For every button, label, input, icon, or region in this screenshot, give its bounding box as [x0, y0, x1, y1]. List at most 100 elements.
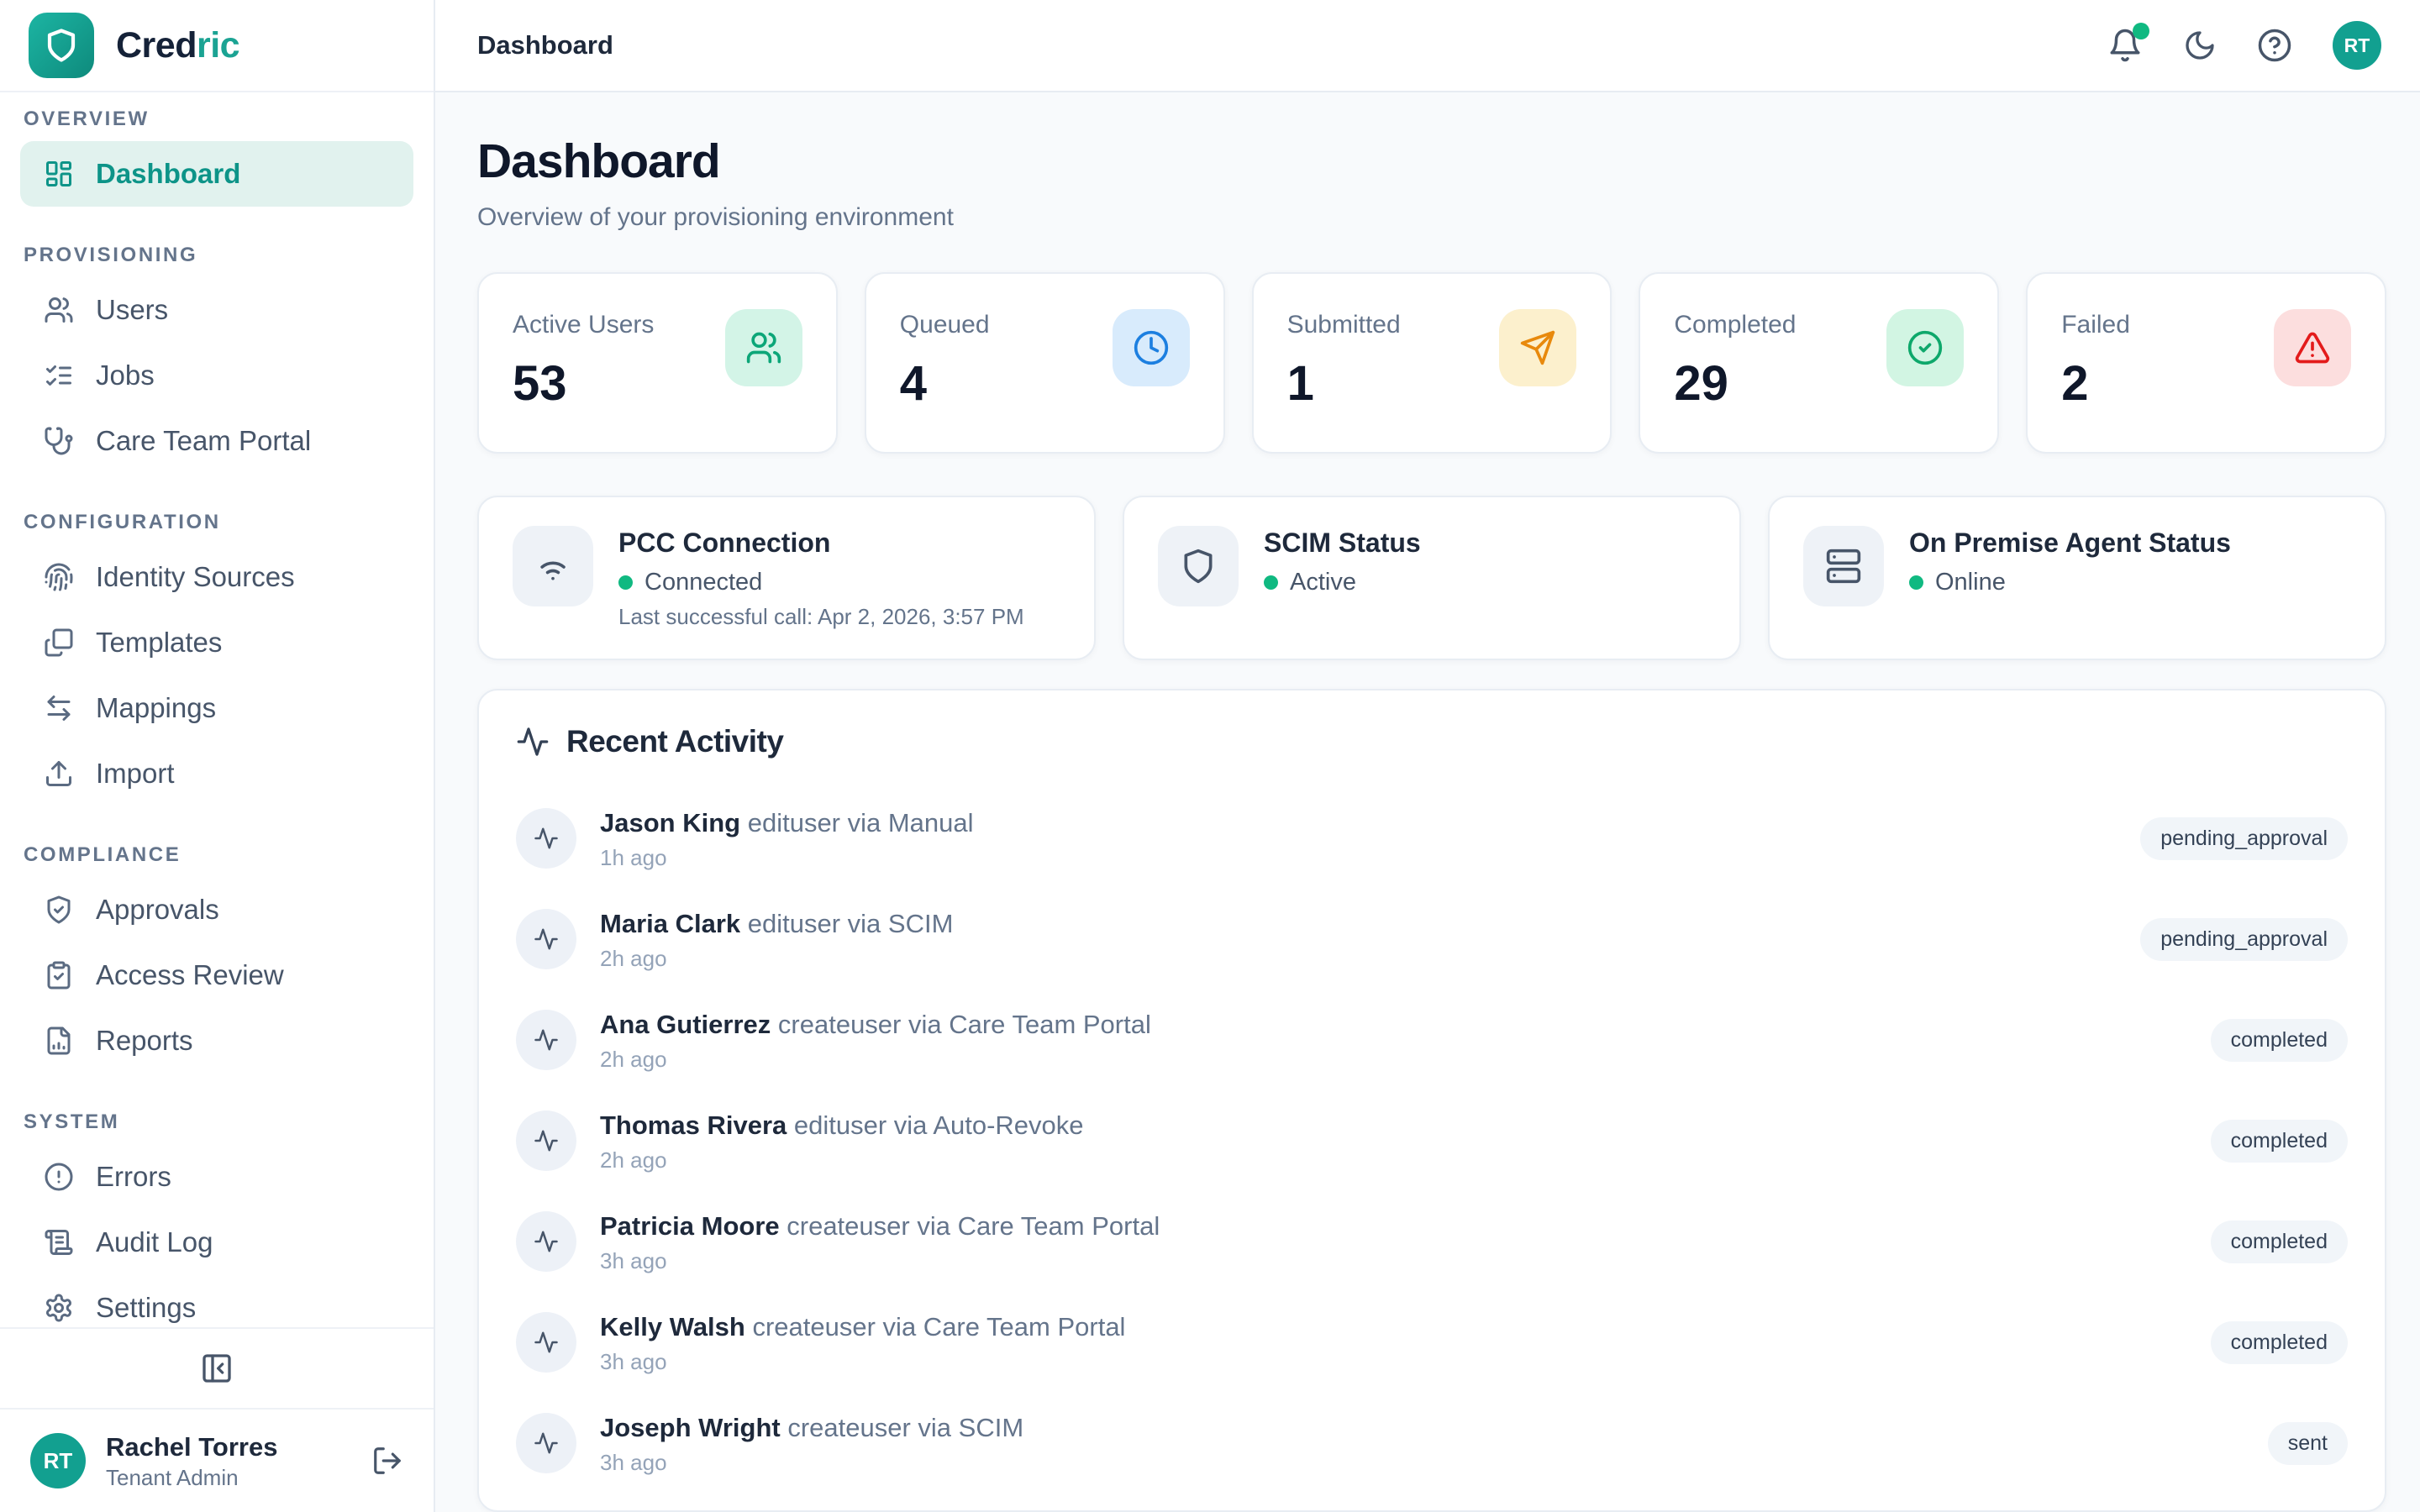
wifi-icon: [513, 526, 593, 606]
activity-icon: [516, 725, 550, 759]
fingerprint-icon: [44, 562, 74, 592]
status-line: Active: [1264, 568, 1421, 596]
sidebar-item-label: Jobs: [96, 360, 155, 391]
file-chart-icon: [44, 1026, 74, 1056]
settings-gear-icon: [44, 1293, 74, 1323]
activity-row: Thomas Rivera edituser via Auto-Revoke 2…: [516, 1090, 2348, 1191]
recent-activity-card: Recent Activity Jason King edituser via …: [477, 689, 2386, 1512]
brand: Credric: [0, 0, 434, 92]
list-checks-icon: [44, 360, 74, 391]
stat-value: 4: [899, 356, 928, 411]
status-row: PCC Connection Connected Last successful…: [477, 496, 2386, 660]
activity-text: Ana Gutierrez createuser via Care Team P…: [600, 1008, 1151, 1072]
activity-summary: Joseph Wright createuser via SCIM: [600, 1411, 1023, 1445]
activity-list: Jason King edituser via Manual 1h ago pe…: [516, 788, 2348, 1494]
layout-dashboard-icon: [44, 159, 74, 189]
sidebar-item-label: Audit Log: [96, 1226, 213, 1257]
status-badge: completed: [2210, 1119, 2348, 1163]
section-label: Provisioning: [24, 244, 198, 266]
status-text: Connected: [644, 569, 763, 596]
status-badge: completed: [2210, 1018, 2348, 1062]
sidebar-item-reports[interactable]: Reports: [20, 1008, 413, 1074]
scroll-text-icon: [44, 1227, 74, 1257]
stat-value: 53: [513, 356, 567, 411]
clock-icon: [1112, 309, 1190, 386]
activity-time: 3h ago: [600, 1248, 667, 1273]
activity-time: 2h ago: [600, 1047, 667, 1072]
stat-label: Queued: [899, 311, 990, 339]
sidebar-item-jobs[interactable]: Jobs: [20, 343, 413, 408]
sidebar-item-templates[interactable]: Templates: [20, 610, 413, 675]
recent-activity-title: Recent Activity: [566, 724, 784, 759]
users-icon: [44, 295, 74, 325]
sidebar-item-audit-log[interactable]: Audit Log: [20, 1210, 413, 1275]
panel-left-close-icon: [200, 1352, 234, 1385]
status-card-pcc-connection: PCC Connection Connected Last successful…: [477, 496, 1096, 660]
stat-text: Queued 4: [900, 309, 990, 417]
status-card-on-premise-agent: On Premise Agent Status Online: [1768, 496, 2386, 660]
status-dot-green: [1909, 575, 1923, 590]
status-card-body: SCIM Status Active: [1264, 526, 1421, 596]
clipboard-check-icon: [44, 960, 74, 990]
dark-mode-toggle[interactable]: [2183, 29, 2217, 62]
sidebar-item-label: Reports: [96, 1025, 193, 1056]
status-badge: completed: [2210, 1320, 2348, 1364]
sidebar-item-care-team-portal[interactable]: Care Team Portal: [20, 408, 413, 474]
activity-pulse-icon: [516, 1413, 576, 1473]
stat-value: 2: [2061, 356, 2089, 411]
activity-summary: Patricia Moore createuser via Care Team …: [600, 1210, 1160, 1243]
moon-icon: [2183, 29, 2217, 62]
status-detail: Last successful call: Apr 2, 2026, 3:57 …: [618, 604, 1024, 629]
user-info: Rachel Torres Tenant Admin: [106, 1431, 277, 1491]
sidebar-item-settings[interactable]: Settings: [20, 1275, 413, 1327]
check-circle-icon: [1886, 309, 1965, 386]
brand-logo: [29, 13, 94, 78]
send-icon: [1499, 309, 1577, 386]
status-badge: sent: [2267, 1421, 2348, 1465]
sidebar-item-import[interactable]: Import: [20, 741, 413, 806]
section-label: Overview: [24, 108, 150, 130]
logout-button[interactable]: [371, 1445, 403, 1477]
user-role: Tenant Admin: [106, 1465, 239, 1490]
shield-check-icon: [44, 895, 74, 925]
activity-action: createuser via SCIM: [787, 1413, 1024, 1442]
activity-user: Maria Clark: [600, 909, 741, 938]
activity-user: Thomas Rivera: [600, 1110, 787, 1140]
stat-label: Submitted: [1286, 311, 1401, 339]
notifications-button[interactable]: [2107, 23, 2149, 63]
sidebar-item-users[interactable]: Users: [20, 277, 413, 343]
activity-text: Kelly Walsh createuser via Care Team Por…: [600, 1310, 1125, 1374]
status-badge: pending_approval: [2140, 816, 2348, 860]
stethoscope-icon: [44, 426, 74, 456]
activity-summary: Maria Clark edituser via SCIM: [600, 907, 953, 941]
log-out-icon: [371, 1445, 403, 1477]
status-dot-green: [618, 575, 633, 590]
sidebar-item-mappings[interactable]: Mappings: [20, 675, 413, 741]
activity-pulse-icon: [516, 909, 576, 969]
stat-value: 1: [1286, 356, 1314, 411]
sidebar-item-dashboard[interactable]: Dashboard: [20, 141, 413, 207]
user-name: Rachel Torres: [106, 1432, 278, 1462]
sidebar-item-label: Templates: [96, 627, 223, 658]
help-button[interactable]: [2257, 28, 2292, 63]
sidebar-item-approvals[interactable]: Approvals: [20, 877, 413, 942]
status-badge: pending_approval: [2140, 917, 2348, 961]
avatar[interactable]: RT: [2333, 21, 2381, 70]
sidebar-collapse-row: [0, 1327, 434, 1408]
server-icon: [1803, 526, 1884, 606]
status-title: On Premise Agent Status: [1909, 528, 2231, 558]
arrow-left-right-icon: [44, 693, 74, 723]
sidebar-item-label: Care Team Portal: [96, 425, 312, 456]
activity-summary: Kelly Walsh createuser via Care Team Por…: [600, 1310, 1125, 1344]
page-title: Dashboard: [477, 134, 721, 188]
sidebar-item-access-review[interactable]: Access Review: [20, 942, 413, 1008]
activity-summary: Jason King edituser via Manual: [600, 806, 974, 840]
topbar: Dashboard RT: [435, 0, 2420, 92]
collapse-sidebar-button[interactable]: [190, 1341, 244, 1395]
activity-text: Joseph Wright createuser via SCIM 3h ago: [600, 1411, 1023, 1475]
activity-action: edituser via Auto-Revoke: [793, 1110, 1084, 1140]
sidebar-item-errors[interactable]: Errors: [20, 1144, 413, 1210]
alert-circle-icon: [44, 1162, 74, 1192]
sidebar-item-identity-sources[interactable]: Identity Sources: [20, 544, 413, 610]
stat-value: 29: [1674, 356, 1728, 411]
